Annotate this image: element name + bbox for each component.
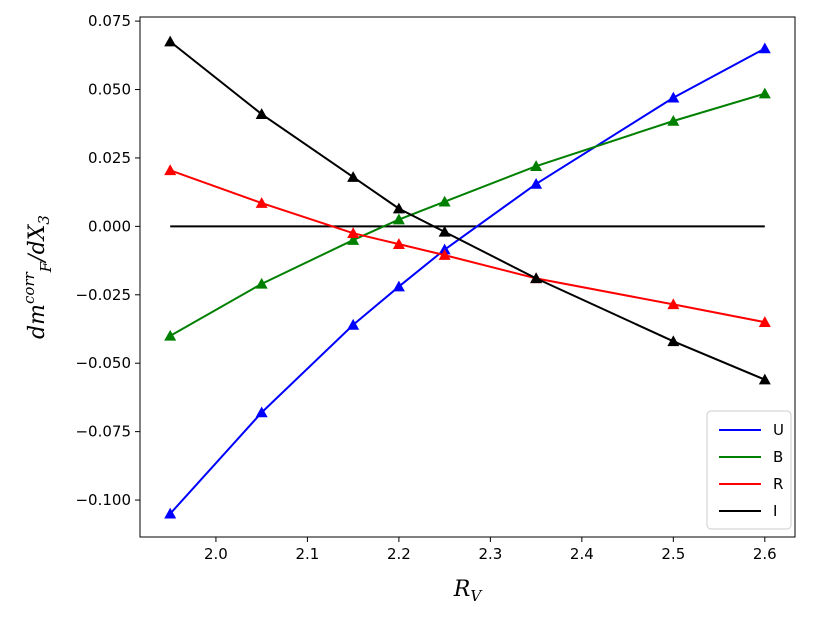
data-point-R	[392, 238, 405, 249]
y-axis: −0.100 −0.075 −0.050 −0.025 0.000 0.025 0.050 0…	[75, 12, 140, 509]
series-U	[164, 42, 771, 519]
data-point-U	[347, 318, 360, 330]
data-point-I	[347, 171, 360, 182]
axes-frame	[139, 16, 796, 538]
y-tick-label: −0.075	[75, 423, 131, 441]
data-point-B	[255, 277, 268, 289]
series-I	[164, 35, 771, 385]
data-point-I	[164, 35, 177, 47]
series-B	[164, 87, 771, 341]
y-tick-label: 0.025	[88, 149, 131, 167]
x-label-main: R	[453, 577, 471, 602]
x-label-sub: V	[470, 587, 483, 605]
y-tick-label: 0.075	[88, 12, 131, 30]
data-point-U	[758, 42, 771, 54]
data-point-U	[255, 406, 268, 418]
legend-label-U: U	[773, 421, 784, 439]
series-line-R	[169, 169, 766, 324]
data-point-B	[347, 234, 360, 245]
data-point-B	[758, 87, 771, 99]
data-point-R	[164, 164, 177, 176]
x-axis-label: RV	[453, 577, 484, 605]
x-tick-label: 2.4	[570, 545, 594, 563]
x-tick-label: 2.1	[295, 545, 319, 563]
x-tick-label: 2.3	[478, 545, 502, 563]
data-point-R	[255, 197, 268, 208]
y-label-b: /dX	[25, 223, 50, 263]
data-point-B	[438, 195, 451, 207]
data-point-U	[530, 177, 543, 189]
legend-label-B: B	[773, 448, 783, 466]
x-tick-label: 2.6	[753, 545, 777, 563]
y-tick-label: −0.025	[75, 286, 131, 304]
x-tick-label: 2.5	[661, 545, 685, 563]
data-point-I	[438, 225, 451, 237]
series-R	[164, 164, 771, 327]
data-point-R	[438, 249, 451, 260]
data-point-R	[758, 316, 771, 327]
data-point-B	[530, 160, 543, 171]
data-point-I	[667, 335, 680, 347]
legend-label-R: R	[773, 475, 783, 493]
y-tick-label: −0.100	[75, 491, 131, 509]
y-tick-label: 0.000	[88, 217, 131, 235]
data-point-R	[347, 227, 360, 239]
data-point-I	[758, 373, 771, 385]
data-point-B	[392, 213, 405, 225]
series-layer	[164, 35, 771, 519]
data-point-R	[667, 298, 680, 310]
y-label-sub: F	[37, 261, 55, 273]
data-point-U	[667, 91, 680, 103]
legend-label-I: I	[773, 502, 777, 520]
legend-box	[706, 410, 792, 530]
series-line-U	[169, 47, 766, 515]
y-label-sub2: 3	[35, 215, 53, 225]
y-tick-label: 0.050	[88, 81, 131, 99]
data-point-B	[164, 329, 177, 341]
data-point-U	[392, 280, 405, 292]
y-label-sup: corr	[20, 271, 38, 304]
x-tick-label: 2.0	[204, 545, 228, 563]
data-point-U	[438, 243, 451, 255]
y-axis-label: dmcorrF/dX3	[20, 215, 55, 339]
x-tick-label: 2.2	[387, 545, 411, 563]
series-line-I	[169, 40, 766, 381]
x-axis: 2.0 2.1 2.2 2.3 2.4 2.5 2.6	[204, 537, 777, 563]
series-line-B	[169, 92, 766, 337]
y-tick-label: −0.050	[75, 354, 131, 372]
data-point-B	[667, 115, 680, 126]
data-point-I	[392, 202, 405, 214]
data-point-U	[164, 507, 177, 519]
y-label-a: dm	[25, 304, 50, 339]
data-point-I	[530, 272, 543, 284]
data-point-I	[255, 108, 268, 119]
